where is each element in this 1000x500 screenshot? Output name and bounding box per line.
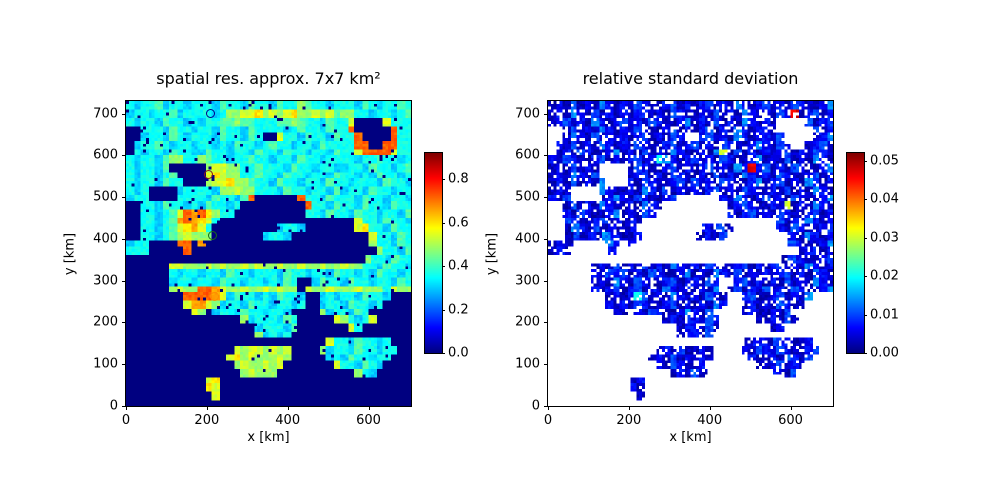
y-tick-mark	[122, 364, 126, 366]
y-tick-label: 500	[93, 189, 118, 205]
x-tick-mark	[628, 406, 630, 410]
colorbar-tick-label: 0.2	[448, 302, 469, 318]
colorbar-tick-label: 0.6	[448, 215, 469, 231]
left-colorbar-gradient	[425, 153, 442, 353]
x-tick-mark	[709, 406, 711, 410]
y-tick-mark	[122, 406, 126, 407]
right-yaxis-label: y [km]	[484, 232, 500, 275]
x-tick-mark	[790, 406, 792, 410]
colorbar-tick-mark	[864, 353, 867, 354]
right-plot-title: relative standard deviation	[582, 69, 799, 88]
right-heatmap-image	[548, 101, 833, 406]
y-tick-mark	[122, 197, 126, 199]
x-tick-label: 600	[778, 413, 803, 428]
y-tick-label: 100	[515, 356, 540, 372]
y-tick-label: 300	[515, 273, 540, 289]
y-tick-label: 200	[93, 314, 118, 330]
left-colorbar: 0.0 0.2 0.4 0.6 0.8	[424, 152, 469, 361]
x-tick-label: 200	[616, 413, 642, 428]
colorbar-tick-mark	[864, 199, 867, 201]
colorbar-tick-mark	[442, 222, 445, 224]
y-tick-mark	[122, 155, 126, 157]
y-tick-label: 500	[515, 189, 540, 205]
colorbar-tick-label: 0.4	[448, 258, 469, 274]
y-tick-mark	[544, 197, 548, 199]
y-tick-mark	[544, 238, 548, 240]
y-tick-mark	[544, 113, 548, 115]
x-tick-label: 0	[543, 413, 553, 428]
x-tick-label: 400	[275, 413, 301, 428]
y-tick-mark	[122, 113, 126, 115]
colorbar-tick-label: 0.03	[870, 230, 899, 246]
y-tick-label: 0	[109, 398, 118, 414]
colorbar-tick-mark	[442, 353, 445, 354]
y-tick-label: 600	[93, 147, 118, 163]
x-tick-mark	[368, 406, 370, 410]
y-tick-label: 0	[531, 398, 540, 414]
x-tick-mark	[126, 406, 127, 410]
colorbar-tick-mark	[864, 160, 867, 162]
point-marker	[204, 169, 214, 179]
y-tick-mark	[544, 322, 548, 324]
x-tick-label: 600	[356, 413, 381, 428]
y-tick-label: 100	[93, 356, 118, 372]
colorbar-tick-mark	[864, 314, 867, 316]
colorbar-tick-label: 0.02	[870, 268, 899, 284]
colorbar-tick-label: 0.0	[448, 345, 469, 361]
x-tick-label: 0	[121, 413, 131, 428]
colorbar-tick-label: 0.8	[448, 171, 469, 187]
colorbar-tick-label: 0.04	[870, 191, 899, 207]
y-tick-mark	[122, 238, 126, 240]
point-marker	[208, 231, 218, 241]
x-tick-label: 400	[697, 413, 723, 428]
y-tick-mark	[122, 280, 126, 282]
y-tick-mark	[122, 322, 126, 324]
y-tick-label: 700	[93, 106, 118, 122]
colorbar-tick-mark	[442, 266, 445, 268]
right-heatmap-axes: relative standard deviation x [km] y [km…	[485, 69, 834, 445]
y-tick-label: 300	[93, 273, 118, 289]
y-tick-mark	[544, 280, 548, 282]
y-tick-label: 400	[93, 231, 118, 247]
colorbar-tick-label: 0.01	[870, 307, 899, 323]
y-tick-mark	[544, 406, 548, 407]
left-heatmap-image	[126, 101, 411, 406]
point-marker	[210, 292, 220, 302]
colorbar-tick-mark	[864, 276, 867, 278]
colorbar-tick-mark	[442, 309, 445, 311]
y-tick-mark	[544, 364, 548, 366]
point-marker	[206, 109, 216, 119]
y-tick-mark	[544, 155, 548, 157]
x-tick-label: 200	[194, 413, 220, 428]
left-yaxis-label: y [km]	[62, 232, 78, 275]
x-tick-mark	[548, 406, 549, 410]
colorbar-tick-mark	[864, 237, 867, 239]
colorbar-tick-label: 0.05	[870, 153, 899, 169]
y-tick-label: 700	[515, 106, 540, 122]
colorbar-tick-mark	[442, 179, 445, 181]
y-tick-label: 600	[515, 147, 540, 163]
y-tick-label: 400	[515, 231, 540, 247]
right-xaxis-label: x [km]	[669, 430, 712, 445]
x-tick-mark	[206, 406, 208, 410]
left-plot-title: spatial res. approx. 7x7 km²	[156, 69, 381, 88]
right-colorbar: 0.00 0.01 0.02 0.03 0.04 0.05	[846, 152, 899, 361]
right-colorbar-gradient	[847, 153, 864, 353]
x-tick-mark	[287, 406, 289, 410]
left-xaxis-label: x [km]	[247, 430, 290, 445]
y-tick-label: 200	[515, 314, 540, 330]
colorbar-tick-label: 0.00	[870, 345, 899, 361]
left-heatmap-axes: spatial res. approx. 7x7 km² x [km] y [k…	[63, 69, 412, 445]
